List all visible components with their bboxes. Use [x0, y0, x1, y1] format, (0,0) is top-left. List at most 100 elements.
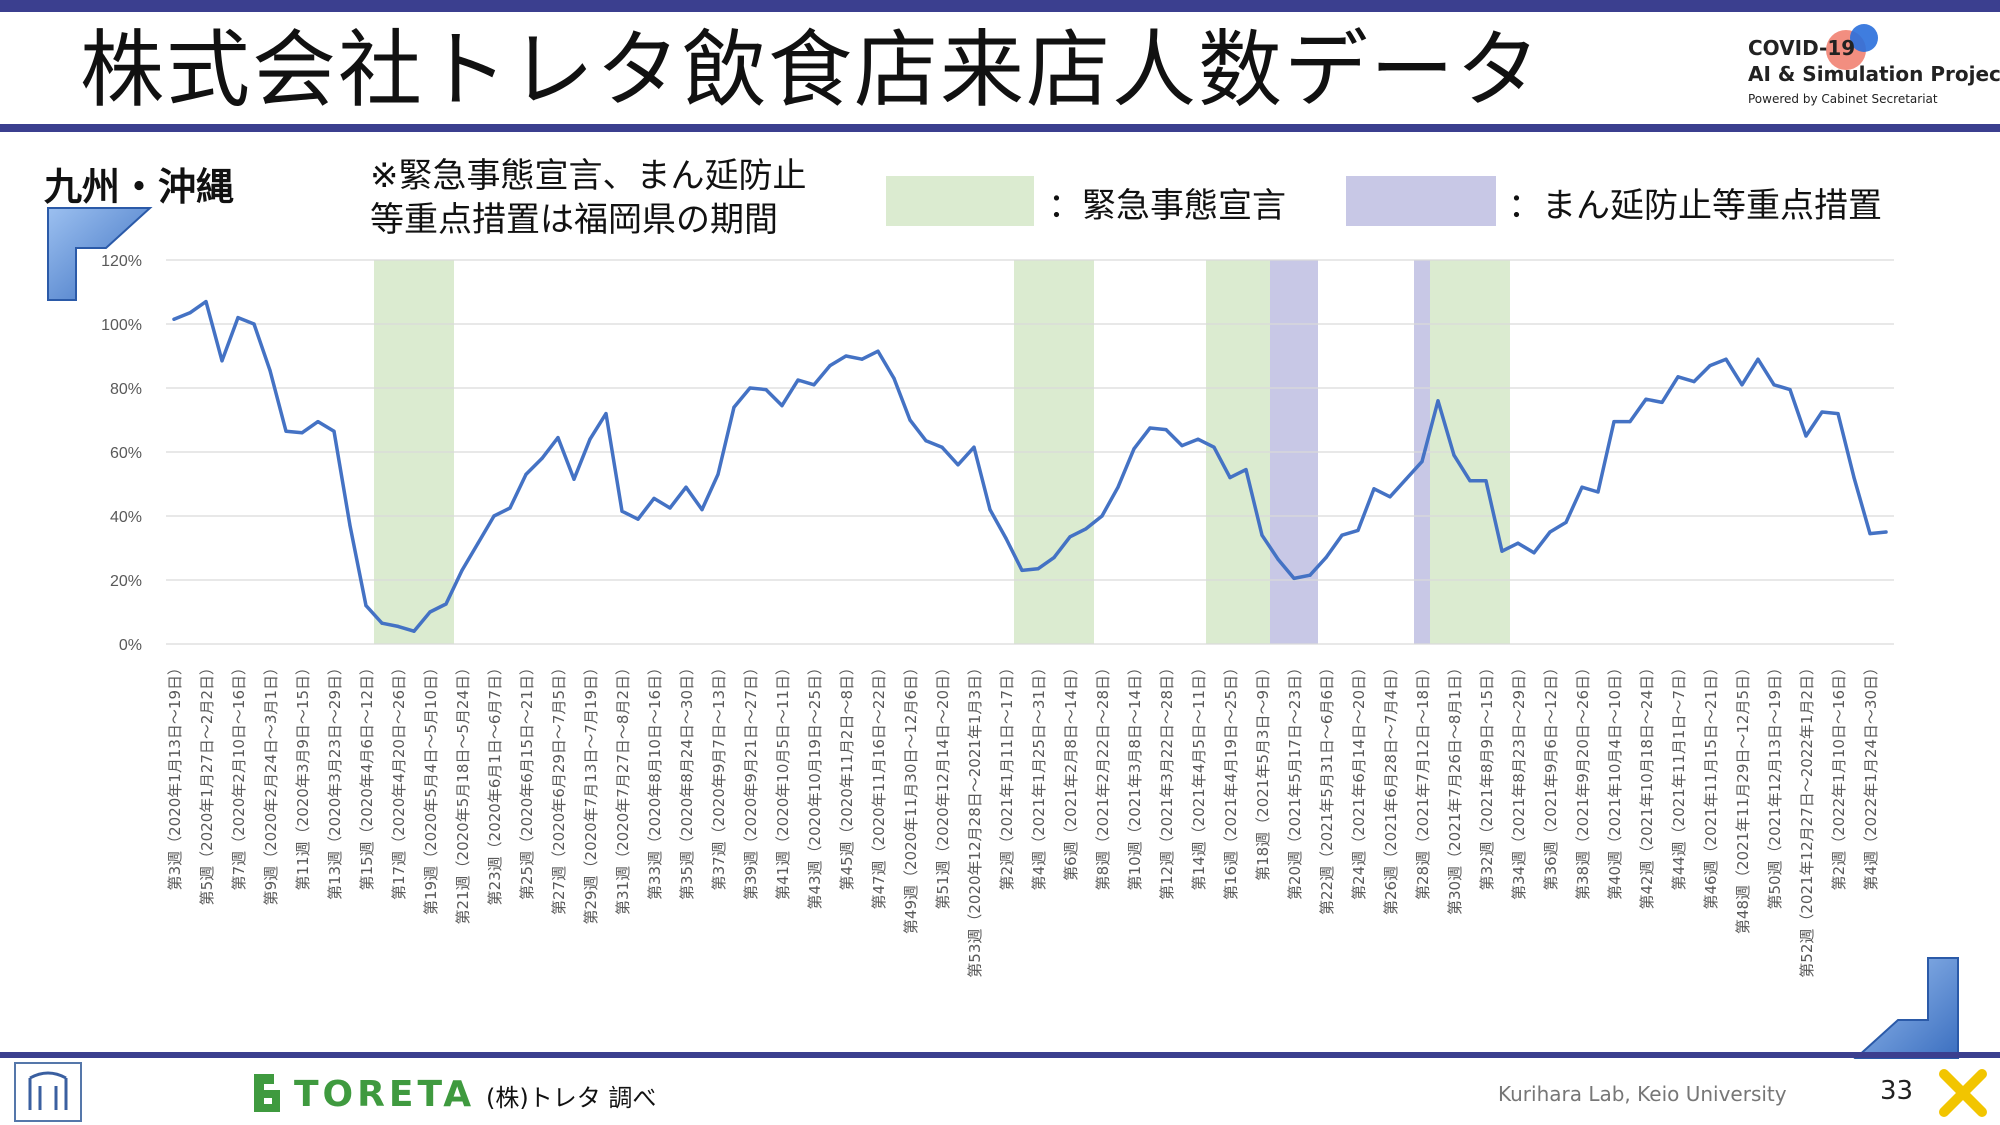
data-point [428, 610, 432, 614]
x-tick-label: 第14週（2021年4月5日～11日） [1190, 660, 1208, 890]
data-point [1660, 400, 1664, 404]
period-note-line2: 等重点措置は福岡県の期間 [370, 200, 778, 240]
data-point [284, 429, 288, 433]
x-tick-label: 第47週（2020年11月16日～22日） [870, 660, 888, 910]
region-label: 九州・沖縄 [44, 165, 235, 209]
data-point [1132, 447, 1136, 451]
data-point [540, 456, 544, 460]
x-tick-label: 第48週（2021年11月29日～12月5日） [1734, 660, 1752, 934]
data-point [876, 349, 880, 353]
data-point [1852, 476, 1856, 480]
data-point [1676, 375, 1680, 379]
y-axis-ticks: 0% 20% 40% 60% 80% 100% 120% [101, 253, 142, 654]
data-point [204, 300, 208, 304]
x-tick-label: 第50週（2021年12月13日～19日） [1766, 660, 1784, 910]
header-divider [0, 124, 2000, 132]
x-tick-label: 第51週（2020年12月14日～20日） [934, 660, 952, 910]
lab-credit: Kurihara Lab, Keio University [1498, 1082, 1787, 1106]
data-point [1436, 399, 1440, 403]
data-point [236, 316, 240, 320]
keio-logo [14, 1062, 82, 1122]
keio-mark-icon [28, 1071, 68, 1110]
data-point [556, 436, 560, 440]
y-tick-label: 0% [119, 637, 142, 654]
x-tick-label: 第38週（2021年9月20日～26日） [1574, 660, 1592, 900]
grid-lines [166, 259, 1894, 645]
data-point [1228, 476, 1232, 480]
x-tick-label: 第9週（2020年2月24日～3月1日） [262, 660, 280, 905]
data-point [1244, 468, 1248, 472]
data-point [588, 437, 592, 441]
footer-divider [0, 1052, 2000, 1058]
data-point [780, 404, 784, 408]
x-tick-label: 第52週（2021年12月27日～2022年1月2日） [1798, 660, 1816, 978]
data-point [1884, 530, 1888, 534]
data-point [1116, 485, 1120, 489]
data-point [1740, 383, 1744, 387]
x-tick-label: 第25週（2020年6月15日～21日） [518, 660, 536, 900]
data-point [1788, 388, 1792, 392]
data-point [828, 364, 832, 368]
data-point [1068, 535, 1072, 539]
data-point [508, 506, 512, 510]
data-point [444, 602, 448, 606]
data-point [1532, 551, 1536, 555]
data-point [860, 357, 864, 361]
legend-priority-label: ：まん延防止等重点措置 [1508, 186, 1882, 226]
data-point [412, 629, 416, 633]
x-tick-label: 第13週（2020年3月23日～29日） [326, 660, 344, 900]
x-tick-label: 第43週（2020年10月19日～25日） [806, 660, 824, 910]
legend-emergency-swatch [886, 176, 1034, 226]
data-point [1100, 514, 1104, 518]
data-point [220, 359, 224, 363]
data-point [524, 472, 528, 476]
data-point [844, 354, 848, 358]
data-point [908, 418, 912, 422]
data-point [316, 420, 320, 424]
data-point [764, 388, 768, 392]
data-point [1692, 380, 1696, 384]
data-point [396, 624, 400, 628]
data-point [1548, 530, 1552, 534]
data-point [748, 386, 752, 390]
data-point [1468, 479, 1472, 483]
data-point [1580, 485, 1584, 489]
data-point [940, 445, 944, 449]
visitor-line-chart: 0% 20% 40% 60% 80% 100% 120% 第3週（2020年1月13日～19… [101, 253, 1894, 978]
toreta-leaf-icon [254, 1074, 280, 1112]
data-point [1452, 453, 1456, 457]
data-point [812, 383, 816, 387]
x-tick-label: 第32週（2021年8月9日～15日） [1478, 660, 1496, 890]
y-tick-label: 100% [101, 317, 142, 334]
data-point [1260, 533, 1264, 537]
x-tick-label: 第34週（2021年8月23日～29日） [1510, 660, 1528, 900]
data-point [1596, 490, 1600, 494]
logo-blue-dot-icon [1850, 24, 1878, 52]
x-tick-label: 第18週（2021年5月3日～9日） [1254, 660, 1272, 881]
logo-line1: COVID-19 [1748, 36, 1856, 60]
x-tick-label: 第12週（2021年3月22日～28日） [1158, 660, 1176, 900]
data-point [1276, 557, 1280, 561]
x-tick-label: 第22週（2021年5月31日～6月6日） [1318, 660, 1336, 915]
data-point [1564, 520, 1568, 524]
data-point [1308, 573, 1312, 577]
x-tick-label: 第45週（2020年11月2日～8日） [838, 660, 856, 890]
x-tick-label: 第35週（2020年8月24日～30日） [678, 660, 696, 900]
x-tick-label: 第2週（2021年1月11日～17日） [998, 660, 1016, 890]
data-point [1196, 437, 1200, 441]
data-point [1644, 397, 1648, 401]
data-point [716, 472, 720, 476]
data-point [700, 508, 704, 512]
data-point [572, 477, 576, 481]
x-tick-label: 第53週（2020年12月28日～2021年1月3日） [966, 660, 984, 978]
corner-decoration-tl-icon [47, 207, 153, 301]
data-point [1356, 528, 1360, 532]
data-point [460, 568, 464, 572]
data-point [652, 496, 656, 500]
data-point [1500, 549, 1504, 553]
x-tick-label: 第39週（2020年9月21日～27日） [742, 660, 760, 900]
x-tick-label: 第27週（2020年6月29日～7月5日） [550, 660, 568, 915]
x-tick-label: 第11週（2020年3月9日～15日） [294, 660, 312, 890]
x-tick-label: 第44週（2021年11月1日～7日） [1670, 660, 1688, 890]
data-point [1516, 541, 1520, 545]
